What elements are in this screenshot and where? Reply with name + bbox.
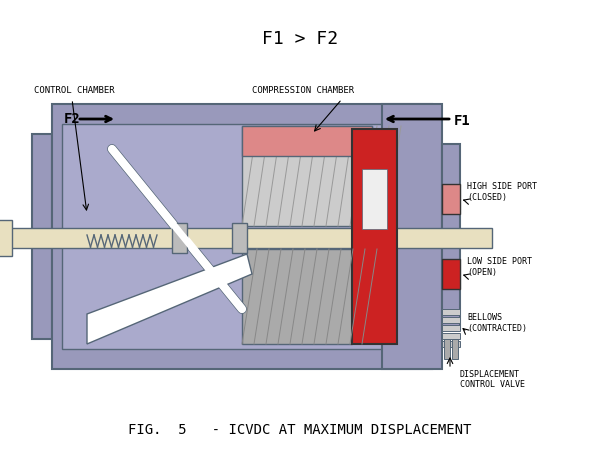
Text: BELLOWS
(CONTRACTED): BELLOWS (CONTRACTED) <box>467 313 527 332</box>
Bar <box>362 170 387 230</box>
Bar <box>442 185 460 214</box>
Bar <box>62 125 382 349</box>
Bar <box>352 130 397 344</box>
Bar <box>442 325 460 331</box>
Bar <box>442 309 460 315</box>
Bar <box>442 145 460 329</box>
Bar <box>442 259 460 289</box>
Bar <box>382 105 442 369</box>
Bar <box>442 341 460 347</box>
Bar <box>242 127 372 157</box>
Text: HIGH SIDE PORT
(CLOSED): HIGH SIDE PORT (CLOSED) <box>467 182 537 201</box>
Text: F1 > F2: F1 > F2 <box>262 30 338 48</box>
Bar <box>7 229 492 248</box>
Bar <box>242 249 352 344</box>
Bar <box>242 127 372 226</box>
Text: DISPLACEMENT
CONTROL VALVE: DISPLACEMENT CONTROL VALVE <box>460 369 525 389</box>
Bar <box>172 224 187 253</box>
Text: CONTROL CHAMBER: CONTROL CHAMBER <box>34 86 115 95</box>
Text: FIG.  5   - ICVDC AT MAXIMUM DISPLACEMENT: FIG. 5 - ICVDC AT MAXIMUM DISPLACEMENT <box>128 422 472 436</box>
Bar <box>442 317 460 323</box>
Bar <box>444 339 450 359</box>
Text: F1: F1 <box>454 114 471 128</box>
Bar <box>452 339 458 359</box>
Bar <box>52 105 432 369</box>
Bar <box>442 333 460 339</box>
Bar <box>32 134 52 339</box>
Polygon shape <box>87 254 252 344</box>
Text: LOW SIDE PORT
(OPEN): LOW SIDE PORT (OPEN) <box>467 257 532 276</box>
Bar <box>0 220 12 257</box>
Bar <box>232 224 247 253</box>
Text: COMPRESSION CHAMBER: COMPRESSION CHAMBER <box>252 86 354 95</box>
Text: F2: F2 <box>64 112 81 126</box>
